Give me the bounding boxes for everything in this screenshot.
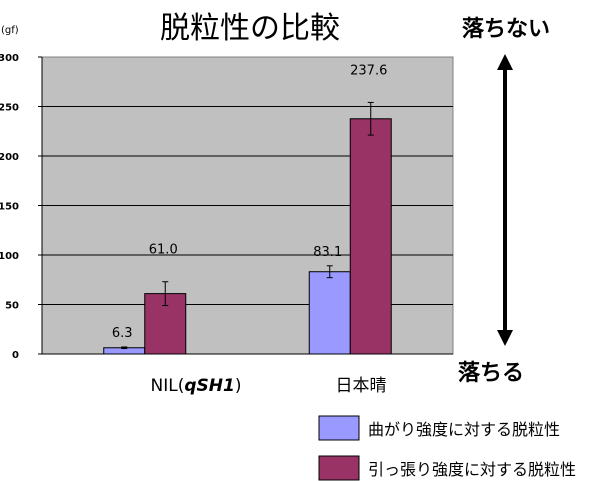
- arrow-down-icon: [497, 330, 513, 346]
- category-label-nil-gene: qSH1: [184, 376, 234, 396]
- data-label: 6.3: [112, 326, 133, 341]
- category-label-nil-prefix: NIL(: [151, 376, 185, 396]
- legend-swatch-bending: [318, 415, 360, 441]
- y-tick-label: 150: [0, 202, 19, 213]
- data-label: 237.6: [350, 63, 387, 78]
- y-unit-label: (gf): [1, 25, 19, 36]
- arrow-up-icon: [497, 54, 513, 70]
- legend-label-tensile: 引っ張り強度に対する脱粒性: [368, 460, 576, 479]
- y-tick-label: 250: [0, 103, 19, 114]
- y-tick-label: 200: [0, 152, 19, 163]
- category-label-nil-suffix: ): [235, 376, 242, 396]
- y-tick-label: 0: [12, 350, 19, 361]
- legend-swatch-tensile: [318, 455, 360, 481]
- legend: 曲がり強度に対する脱粒性 引っ張り強度に対する脱粒性: [318, 415, 576, 481]
- bar: [308, 271, 351, 355]
- arrow-top-label: 落ちない: [462, 17, 550, 42]
- category-label-nipponbare: 日本晴: [336, 376, 387, 396]
- category-label-nil: NIL(qSH1): [151, 376, 242, 396]
- data-label: 83.1: [313, 245, 342, 260]
- data-label: 61.0: [149, 243, 178, 258]
- legend-label-bending: 曲がり強度に対する脱粒性: [368, 420, 560, 439]
- y-tick-label: 100: [0, 251, 19, 262]
- y-tick-label: 50: [5, 301, 19, 312]
- bar: [349, 118, 392, 355]
- y-tick-label: 300: [0, 53, 19, 64]
- arrow-bottom-label: 落ちる: [458, 361, 524, 386]
- chart-title: 脱粒性の比較: [160, 11, 340, 46]
